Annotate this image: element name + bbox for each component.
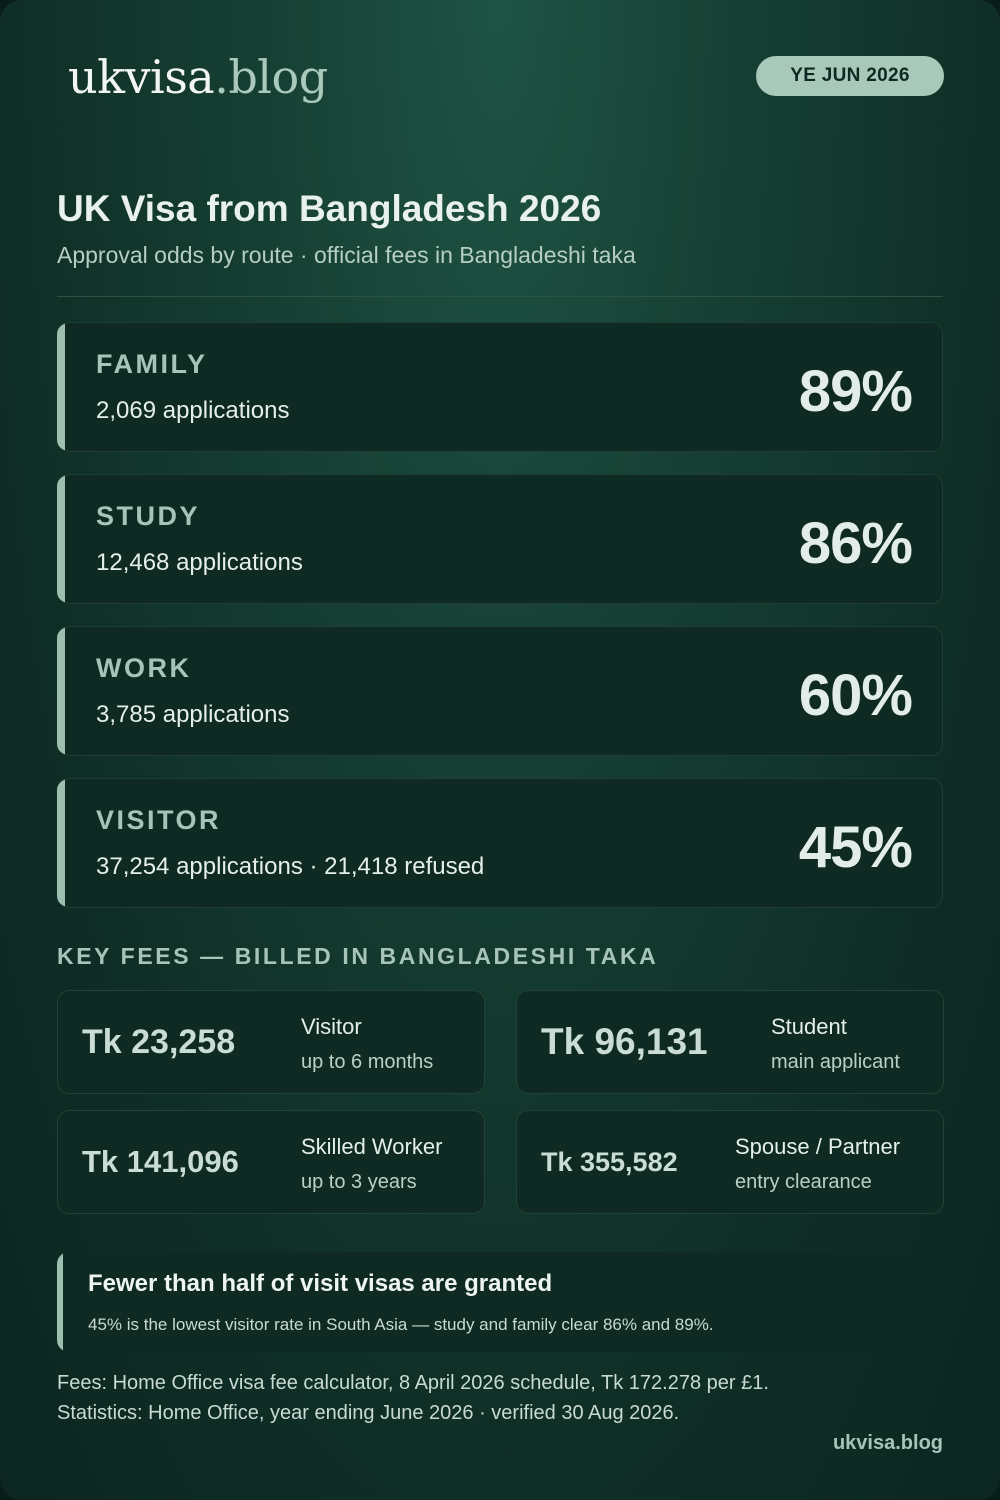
period-badge: YE JUN 2026: [756, 56, 944, 96]
logo-wordmark: ukvisa: [68, 50, 215, 104]
fee-amount: Tk 141,096: [82, 1144, 239, 1179]
fee-sublabel: up to 3 years: [301, 1171, 417, 1193]
route-card-family: FAMILY 2,069 applications 89%: [57, 322, 943, 452]
title-divider: [57, 296, 943, 297]
fee-sublabel: entry clearance: [735, 1171, 872, 1193]
route-applications: 37,254 applications · 21,418 refused: [96, 853, 485, 880]
fee-sublabel: up to 6 months: [301, 1051, 434, 1073]
route-name: WORK: [96, 653, 192, 683]
route-accent-bar: [57, 627, 65, 755]
fee-card-spouse-partner: Tk 355,582 Spouse / Partner entry cleara…: [516, 1110, 944, 1214]
page-subtitle: Approval odds by route · official fees i…: [57, 242, 636, 268]
route-approval-rate: 86%: [798, 511, 913, 576]
fee-label: Visitor: [301, 1014, 362, 1039]
route-card-visitor: VISITOR 37,254 applications · 21,418 ref…: [57, 778, 943, 908]
route-card-work: WORK 3,785 applications 60%: [57, 626, 943, 756]
fee-label: Student: [771, 1014, 847, 1039]
route-list: FAMILY 2,069 applications 89% STUDY 12,4…: [57, 322, 943, 930]
callout-accent-bar: [57, 1252, 63, 1352]
fee-amount: Tk 355,582: [541, 1147, 678, 1177]
route-card-study: STUDY 12,468 applications 86%: [57, 474, 943, 604]
fee-card-skilled-worker: Tk 141,096 Skilled Worker up to 3 years: [57, 1110, 485, 1214]
callout-title: Fewer than half of visit visas are grant…: [88, 1270, 553, 1297]
route-name: STUDY: [96, 501, 201, 531]
callout-text: 45% is the lowest visitor rate in South …: [88, 1315, 714, 1334]
route-approval-rate: 45%: [798, 815, 913, 880]
fees-heading: KEY FEES — BILLED IN BANGLADESHI TAKA: [57, 943, 659, 969]
brand-logo[interactable]: ukvisa.blog: [68, 44, 328, 110]
route-approval-rate: 89%: [798, 359, 913, 424]
callout-box: Fewer than half of visit visas are grant…: [57, 1252, 943, 1352]
source-fees: Fees: Home Office visa fee calculator, 8…: [57, 1372, 769, 1394]
logo-domain: .blog: [214, 50, 328, 104]
fee-label: Spouse / Partner: [735, 1134, 901, 1159]
route-accent-bar: [57, 475, 65, 603]
route-name: VISITOR: [96, 805, 222, 835]
fee-amount: Tk 96,131: [541, 1021, 708, 1062]
fee-card-student: Tk 96,131 Student main applicant: [516, 990, 944, 1094]
route-applications: 3,785 applications: [96, 701, 290, 728]
fee-card-visitor: Tk 23,258 Visitor up to 6 months: [57, 990, 485, 1094]
route-applications: 12,468 applications: [96, 549, 303, 576]
source-statistics: Statistics: Home Office, year ending Jun…: [57, 1402, 680, 1424]
route-accent-bar: [57, 779, 65, 907]
fee-amount: Tk 23,258: [82, 1023, 236, 1061]
footer-brand-link[interactable]: ukvisa.blog: [832, 1432, 943, 1454]
route-applications: 2,069 applications: [96, 397, 290, 424]
fee-label: Skilled Worker: [301, 1134, 443, 1159]
fee-sublabel: main applicant: [771, 1051, 900, 1073]
route-accent-bar: [57, 323, 65, 451]
page-title: UK Visa from Bangladesh 2026: [57, 188, 602, 229]
route-name: FAMILY: [96, 349, 208, 379]
route-approval-rate: 60%: [798, 663, 913, 728]
